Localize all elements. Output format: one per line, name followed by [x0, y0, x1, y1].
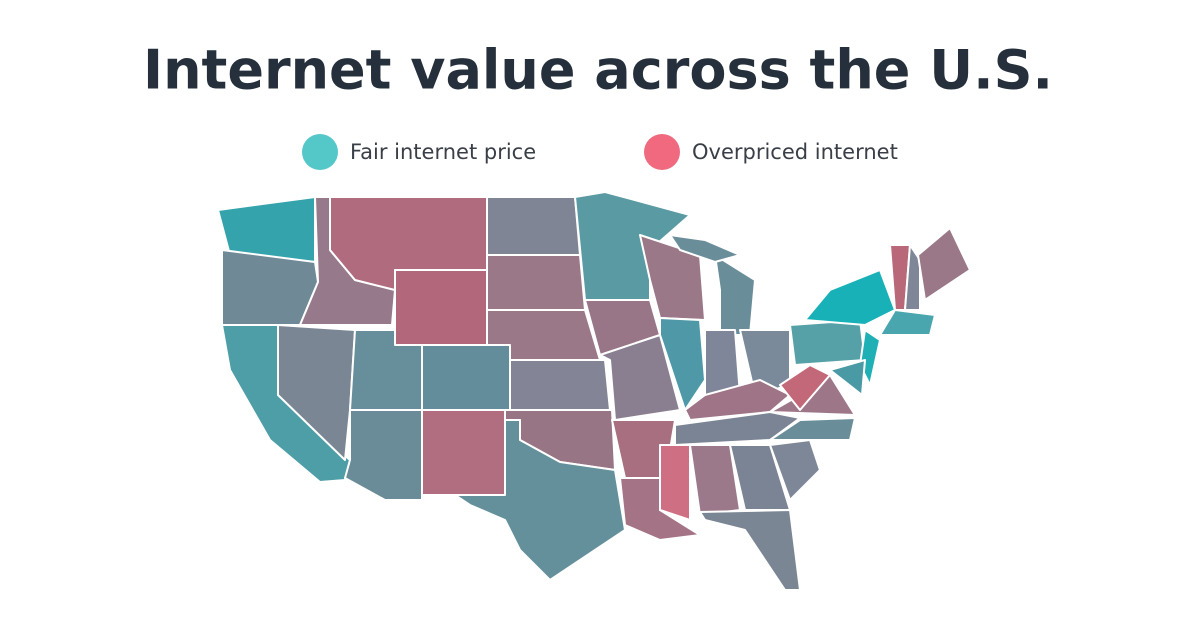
state — [421, 409, 506, 496]
state — [769, 439, 821, 501]
state — [277, 324, 356, 461]
state — [669, 234, 741, 263]
state — [454, 419, 626, 581]
state — [779, 364, 831, 411]
state — [221, 249, 319, 326]
legend-swatch — [644, 134, 680, 170]
state — [917, 227, 971, 301]
state — [509, 359, 611, 411]
state — [394, 269, 488, 346]
state — [486, 254, 586, 311]
state — [904, 244, 921, 311]
state — [879, 309, 936, 336]
us-map — [217, 191, 971, 591]
state — [704, 329, 741, 396]
state — [599, 334, 681, 421]
state — [689, 444, 741, 516]
state — [699, 509, 801, 591]
state — [659, 317, 706, 411]
state — [421, 344, 511, 411]
state — [829, 359, 866, 396]
legend: Fair internet price Overpriced internet — [302, 134, 898, 170]
legend-label: Fair internet price — [350, 140, 536, 164]
title: Internet value across the U.S. — [143, 39, 1053, 102]
state — [659, 444, 691, 521]
state — [714, 254, 756, 336]
state — [789, 319, 866, 366]
state — [486, 196, 581, 256]
state — [804, 269, 896, 326]
legend-swatch — [302, 134, 338, 170]
state — [769, 417, 856, 441]
state — [344, 409, 423, 501]
legend-label: Overpriced internet — [692, 140, 898, 164]
